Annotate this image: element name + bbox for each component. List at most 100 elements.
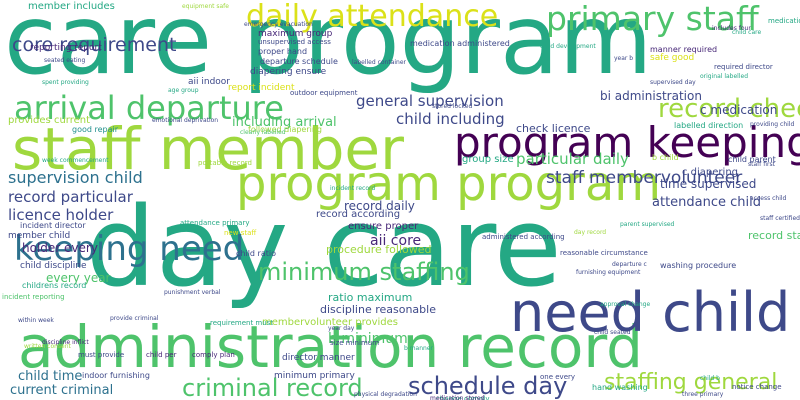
word: ensure proper [348,221,419,232]
word: childrens record [22,281,87,290]
word: schedule day [408,372,568,400]
word: incident record [330,185,376,192]
word: b minimum [328,331,408,347]
word: maximum group [258,29,333,39]
word: current criminal [10,383,114,398]
word: b child [652,153,679,162]
word: spent providing [42,79,89,86]
word: keeping need [14,229,245,269]
word: child development [540,43,596,50]
word: good repair [72,125,119,134]
word: record daily [344,199,415,213]
word: check licence [516,122,591,135]
word: aii core [370,233,422,249]
word: core requirement [12,34,177,56]
word: daily attendance [246,0,499,34]
word: year b [614,55,634,62]
word: aii indoor [188,77,231,87]
word: record check [658,94,800,124]
word: portable record [198,159,252,167]
word: child parent [728,155,776,164]
word: medication stored [430,395,485,400]
word: staffing general [604,370,778,395]
word: discipline inflict [42,339,89,346]
word: supervised day [650,79,696,86]
word: attendance primary [180,219,250,227]
word: administration record [18,313,644,381]
word: emergency evacuation [244,21,313,28]
word: must provide [78,351,125,359]
word: providing child [750,121,795,128]
word: minimum staffing [258,258,470,286]
word: child discipline [20,261,87,271]
word: age group [168,87,199,94]
word: staff member [12,115,404,183]
word: outdoor equipment [290,89,358,97]
word: discipline reasonable [320,303,436,316]
word: b manner [404,345,434,352]
word: departure c [612,261,647,268]
word: member child [8,231,71,241]
word: week commencement [42,157,109,164]
word: manner required [650,45,718,54]
word: labelled container [352,59,407,66]
word: parent supervised [620,221,675,228]
word: unsupervised access [258,38,331,46]
word: bi administration [600,89,702,103]
word: day care [86,183,562,311]
word: minimum primary [274,371,355,381]
word: labelled direction [674,121,744,130]
word: report incident [228,83,295,93]
word: original labelled [700,73,749,80]
word: program keeping [454,118,800,167]
word: time supervised [660,177,757,191]
word: child per [146,351,177,359]
word: including arrival [232,115,337,130]
word: safe good [650,53,695,63]
word: requirement must [210,319,274,327]
word: attendance child [652,195,761,210]
word: change comply [436,395,490,400]
word: diapering ensure [250,67,327,77]
word: incident reporting [2,293,65,301]
word: provide criminal [110,315,159,322]
word: size minimum [330,339,380,347]
word: washing procedure [660,261,737,270]
word: general supervision [356,92,504,110]
word: program program [236,156,662,212]
word: record particular [8,188,133,206]
word: child care [732,29,762,36]
word: notice change [732,383,782,391]
word: required director [714,63,773,71]
word: stored locked [432,103,473,110]
word: staff certified [760,215,800,222]
word: staff first [748,161,775,168]
word: within week [18,317,54,324]
word: incident director [20,221,86,230]
word: reasonable circumstance [560,249,648,257]
word: membervolunteer provides [262,317,399,328]
word: new staff [224,229,257,237]
word: supervision child [8,168,143,187]
word: care program [4,0,653,96]
word: indoor furnishing [82,371,150,380]
word: criminal record [182,374,363,400]
word: director manner [282,353,355,363]
word: administered according [482,233,565,241]
word: one every [540,373,576,381]
word: holder every [22,241,98,255]
word: child time [18,369,83,384]
word: need child [510,281,791,344]
word: day record [574,229,607,236]
word: medication administered [410,39,510,48]
word: every year [46,271,111,285]
word: ratio maximum [328,291,413,304]
word: group size [462,154,514,165]
word: child b [700,375,720,382]
word: emotional deprivation [152,117,219,124]
word: year day [328,325,355,332]
word: record according [316,209,401,220]
word: c medication [700,103,778,117]
word: particular daily [516,150,629,168]
